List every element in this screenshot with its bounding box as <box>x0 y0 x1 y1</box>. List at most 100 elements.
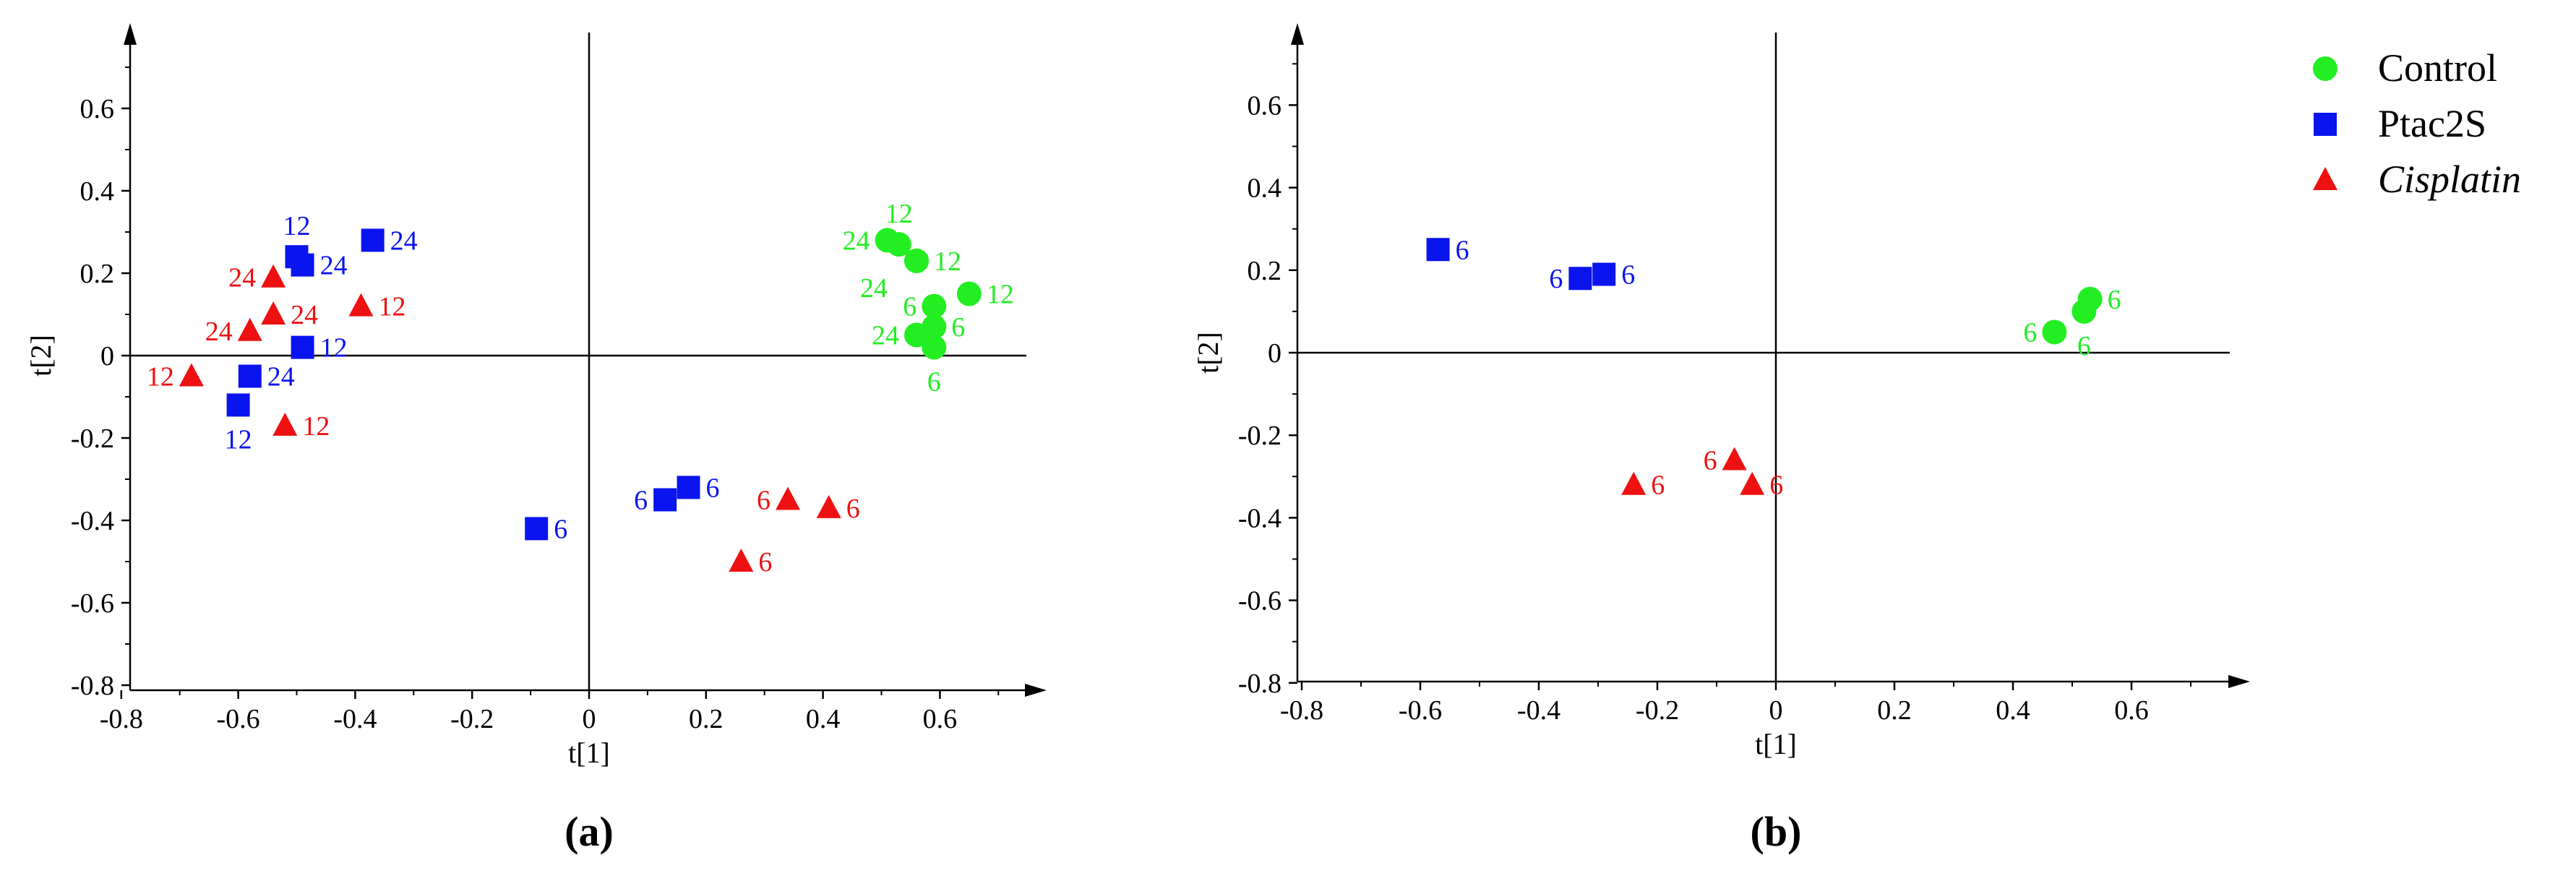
axes: -0.8 -0.6 -0.4 -0.2 0 0.2 0.4 0.6 -0.8 -0.6 -0.4 -0… <box>1192 23 2250 760</box>
y-tick-label: 0.2 <box>80 259 115 289</box>
legend-item-ptac2s: Ptac2S <box>2314 102 2486 145</box>
point-label: 12 <box>934 246 961 277</box>
series-cisplatin: 6 6 6 <box>1621 445 1783 501</box>
y-tick-label: 0 <box>1268 338 1281 369</box>
legend-label: Control <box>2378 46 2497 90</box>
y-tick-label: 0.6 <box>1248 90 1282 121</box>
y-tick-label: 0 <box>100 341 114 372</box>
x-tick-label: -0.4 <box>333 704 377 734</box>
data-point <box>226 393 250 417</box>
y-tick-label: 0.4 <box>80 176 115 207</box>
data-point <box>261 301 286 325</box>
legend-label: Cisplatin <box>2378 158 2521 201</box>
y-axis-title: t[2] <box>1192 332 1224 374</box>
y-tick-label: 0.4 <box>1248 173 1282 204</box>
legend-item-control: Control <box>2313 46 2497 90</box>
y-tick-label: -0.6 <box>71 588 114 619</box>
legend-marker <box>2313 167 2337 190</box>
point-label: 24 <box>390 226 418 256</box>
y-tick-label: -0.4 <box>71 506 114 536</box>
x-tick-label: 0.2 <box>1877 695 1912 726</box>
point-label: 6 <box>706 473 720 503</box>
point-label: 6 <box>846 494 860 524</box>
y-tick-label: -0.2 <box>71 424 114 454</box>
y-tick-label: 0.6 <box>80 94 115 124</box>
data-point <box>904 322 929 348</box>
x-tick-label: -0.6 <box>217 704 260 734</box>
point-label: 6 <box>1704 445 1717 476</box>
data-point <box>1740 471 1765 495</box>
data-point <box>922 335 947 360</box>
data-point <box>291 253 314 277</box>
x-tick-label: 0 <box>1769 695 1783 726</box>
point-label: 6 <box>951 312 965 343</box>
y-axis-title: t[2] <box>25 335 57 377</box>
legend-item-cisplatin: Cisplatin <box>2313 158 2521 201</box>
point-label: 12 <box>885 199 913 229</box>
y-axis-arrow <box>124 23 137 45</box>
data-point <box>237 317 262 341</box>
point-label: 6 <box>2023 317 2037 348</box>
data-point <box>776 486 801 510</box>
data-point <box>179 363 204 387</box>
point-label: 24 <box>872 321 899 351</box>
x-tick-label: 0.2 <box>689 704 724 734</box>
panel-b: -0.8 -0.6 -0.4 -0.2 0 0.2 0.4 0.6 -0.8 -0.6 -0.4 -0… <box>1192 23 2250 855</box>
panel-a: -0.8 -0.6 -0.4 -0.2 0 0.2 0.4 0.6 -0.8 -0.6 -0.4 -0… <box>25 23 1047 855</box>
point-label: 24 <box>267 362 295 392</box>
data-point <box>2042 319 2067 345</box>
x-tick-label: 0 <box>583 704 596 734</box>
x-axis-title: t[1] <box>1755 728 1797 760</box>
point-label: 12 <box>283 211 311 241</box>
point-label: 12 <box>320 333 348 364</box>
point-label: 6 <box>1456 235 1469 265</box>
legend-label: Ptac2S <box>2378 102 2486 145</box>
x-axis-title: t[1] <box>568 736 610 769</box>
y-axis-arrow <box>1291 23 1304 45</box>
series-ptac2s: 6 6 6 <box>1426 235 1635 294</box>
point-label: 24 <box>860 273 888 304</box>
point-label: 6 <box>758 547 772 577</box>
point-label: 6 <box>554 514 567 544</box>
point-label: 12 <box>147 362 174 392</box>
point-label: 12 <box>302 411 330 442</box>
panel-caption: (b) <box>1751 808 1802 855</box>
data-point <box>956 281 982 306</box>
x-tick-label: 0.4 <box>806 704 841 734</box>
data-point <box>922 293 947 319</box>
point-label: 12 <box>378 292 405 322</box>
x-tick-label: -0.6 <box>1399 695 1442 726</box>
x-tick-label: -0.2 <box>450 704 494 734</box>
point-label: 24 <box>843 226 870 256</box>
point-label: 6 <box>1769 471 1783 501</box>
data-point <box>261 264 286 288</box>
x-tick-label: -0.4 <box>1517 695 1560 726</box>
x-tick-label: 0.4 <box>1996 695 2030 726</box>
data-point <box>2077 286 2103 312</box>
point-label: 6 <box>927 367 941 398</box>
data-point <box>653 488 677 512</box>
data-point <box>291 335 314 359</box>
point-label: 6 <box>2108 285 2121 315</box>
point-label: 6 <box>903 292 916 322</box>
x-tick-label: 0.6 <box>2114 695 2149 726</box>
data-point <box>1568 267 1592 291</box>
point-label: 24 <box>320 251 348 281</box>
point-label: 24 <box>228 263 256 293</box>
point-label: 6 <box>757 486 770 516</box>
data-point <box>1621 471 1647 495</box>
data-point <box>886 232 911 257</box>
x-tick-label: -0.8 <box>100 704 143 734</box>
point-label: 6 <box>2077 331 2091 361</box>
point-label: 6 <box>1621 260 1635 291</box>
panel-caption: (a) <box>564 808 614 855</box>
data-point <box>1722 447 1747 471</box>
point-label: 24 <box>205 317 233 347</box>
data-point <box>904 248 929 273</box>
data-point <box>1592 262 1616 286</box>
axes: -0.8 -0.6 -0.4 -0.2 0 0.2 0.4 0.6 -0.8 -0.6 -0.4 -0… <box>25 23 1047 769</box>
